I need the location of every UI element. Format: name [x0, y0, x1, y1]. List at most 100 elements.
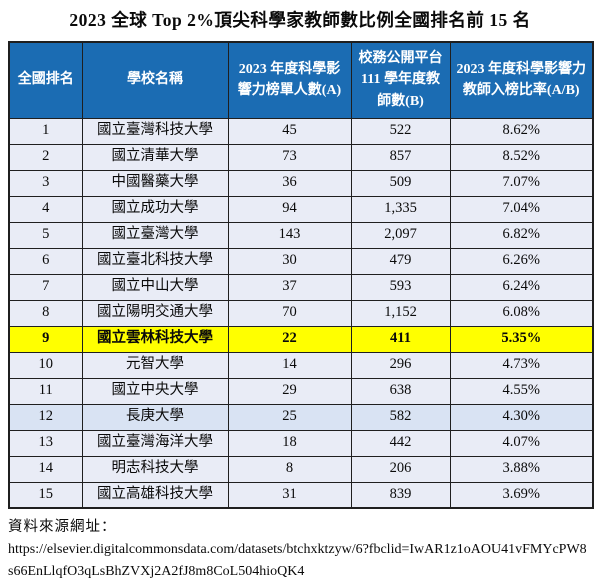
cell-ratio: 4.07%: [449, 429, 594, 457]
table-row: 15 國立高雄科技大學 31 839 3.69%: [8, 481, 594, 509]
table-row: 5 國立臺灣大學 143 2,097 6.82%: [8, 221, 594, 249]
cell-faculty: 638: [350, 377, 451, 405]
table-row: 1 國立臺灣科技大學 45 522 8.62%: [8, 117, 594, 145]
cell-ratio: 8.52%: [449, 143, 594, 171]
cell-ratio: 6.08%: [449, 299, 594, 327]
cell-rank: 10: [8, 351, 83, 379]
cell-school: 國立臺灣海洋大學: [81, 429, 229, 457]
cell-rank: 7: [8, 273, 83, 301]
cell-rank: 11: [8, 377, 83, 405]
cell-faculty: 857: [350, 143, 451, 171]
cell-faculty: 509: [350, 169, 451, 197]
table-row: 4 國立成功大學 94 1,335 7.04%: [8, 195, 594, 223]
table-header: 全國排名 學校名稱 2023 年度科學影響力榜單人數(A) 校務公開平台111 …: [8, 41, 594, 119]
cell-ratio: 7.07%: [449, 169, 594, 197]
cell-ratio: 4.55%: [449, 377, 594, 405]
cell-school: 國立中山大學: [81, 273, 229, 301]
cell-school: 國立成功大學: [81, 195, 229, 223]
cell-rank: 9: [8, 325, 83, 353]
cell-listed: 25: [227, 403, 352, 431]
cell-rank: 14: [8, 455, 83, 483]
cell-school: 國立中央大學: [81, 377, 229, 405]
cell-school: 國立臺北科技大學: [81, 247, 229, 275]
cell-school: 國立臺灣大學: [81, 221, 229, 249]
cell-rank: 8: [8, 299, 83, 327]
cell-listed: 14: [227, 351, 352, 379]
cell-school: 長庚大學: [81, 403, 229, 431]
cell-faculty: 206: [350, 455, 451, 483]
cell-listed: 36: [227, 169, 352, 197]
column-header-ratio: 2023 年度科學影響力教師入榜比率(A/B): [449, 41, 594, 119]
cell-rank: 2: [8, 143, 83, 171]
source-section: 資料來源網址： https://elsevier.digitalcommonsd…: [8, 515, 592, 582]
cell-listed: 29: [227, 377, 352, 405]
source-url: https://elsevier.digitalcommonsdata.com/…: [8, 542, 587, 579]
cell-school: 明志科技大學: [81, 455, 229, 483]
cell-faculty: 1,335: [350, 195, 451, 223]
cell-rank: 6: [8, 247, 83, 275]
table-row: 11 國立中央大學 29 638 4.55%: [8, 377, 594, 405]
cell-listed: 31: [227, 481, 352, 509]
table-row: 7 國立中山大學 37 593 6.24%: [8, 273, 594, 301]
cell-listed: 30: [227, 247, 352, 275]
cell-school: 中國醫藥大學: [81, 169, 229, 197]
cell-rank: 1: [8, 117, 83, 145]
cell-listed: 8: [227, 455, 352, 483]
cell-school: 國立陽明交通大學: [81, 299, 229, 327]
table-row: 8 國立陽明交通大學 70 1,152 6.08%: [8, 299, 594, 327]
cell-listed: 45: [227, 117, 352, 145]
cell-faculty: 442: [350, 429, 451, 457]
cell-faculty: 593: [350, 273, 451, 301]
table-row: 6 國立臺北科技大學 30 479 6.26%: [8, 247, 594, 275]
table-row: 3 中國醫藥大學 36 509 7.07%: [8, 169, 594, 197]
cell-rank: 15: [8, 481, 83, 509]
cell-ratio: 7.04%: [449, 195, 594, 223]
table-row: 13 國立臺灣海洋大學 18 442 4.07%: [8, 429, 594, 457]
cell-listed: 70: [227, 299, 352, 327]
header-row: 全國排名 學校名稱 2023 年度科學影響力榜單人數(A) 校務公開平台111 …: [8, 41, 594, 119]
cell-faculty: 411: [350, 325, 451, 353]
cell-ratio: 4.30%: [449, 403, 594, 431]
cell-faculty: 296: [350, 351, 451, 379]
table-row: 9 國立雲林科技大學 22 411 5.35%: [8, 325, 594, 353]
cell-school: 國立臺灣科技大學: [81, 117, 229, 145]
cell-ratio: 6.24%: [449, 273, 594, 301]
cell-school: 國立高雄科技大學: [81, 481, 229, 509]
cell-faculty: 839: [350, 481, 451, 509]
cell-listed: 73: [227, 143, 352, 171]
table-row: 10 元智大學 14 296 4.73%: [8, 351, 594, 379]
column-header-faculty: 校務公開平台111 學年度教師數(B): [350, 41, 451, 119]
cell-ratio: 3.88%: [449, 455, 594, 483]
cell-faculty: 1,152: [350, 299, 451, 327]
cell-listed: 22: [227, 325, 352, 353]
page-title: 2023 全球 Top 2%頂尖科學家教師數比例全國排名前 15 名: [69, 10, 531, 30]
cell-ratio: 6.82%: [449, 221, 594, 249]
cell-school: 國立清華大學: [81, 143, 229, 171]
cell-ratio: 6.26%: [449, 247, 594, 275]
column-header-school: 學校名稱: [81, 41, 229, 119]
column-header-listed: 2023 年度科學影響力榜單人數(A): [227, 41, 352, 119]
cell-faculty: 2,097: [350, 221, 451, 249]
cell-school: 國立雲林科技大學: [81, 325, 229, 353]
cell-ratio: 5.35%: [449, 325, 594, 353]
cell-rank: 3: [8, 169, 83, 197]
table-row: 14 明志科技大學 8 206 3.88%: [8, 455, 594, 483]
cell-rank: 4: [8, 195, 83, 223]
table-body: 1 國立臺灣科技大學 45 522 8.62% 2 國立清華大學 73 857 8.52% 3 中國醫…: [8, 117, 594, 509]
cell-ratio: 4.73%: [449, 351, 594, 379]
cell-listed: 37: [227, 273, 352, 301]
cell-listed: 143: [227, 221, 352, 249]
cell-rank: 13: [8, 429, 83, 457]
cell-ratio: 8.62%: [449, 117, 594, 145]
cell-faculty: 479: [350, 247, 451, 275]
cell-faculty: 582: [350, 403, 451, 431]
cell-faculty: 522: [350, 117, 451, 145]
cell-ratio: 3.69%: [449, 481, 594, 509]
cell-listed: 18: [227, 429, 352, 457]
table-row: 12 長庚大學 25 582 4.30%: [8, 403, 594, 431]
cell-school: 元智大學: [81, 351, 229, 379]
column-header-rank: 全國排名: [8, 41, 83, 119]
cell-rank: 12: [8, 403, 83, 431]
table-row: 2 國立清華大學 73 857 8.52%: [8, 143, 594, 171]
